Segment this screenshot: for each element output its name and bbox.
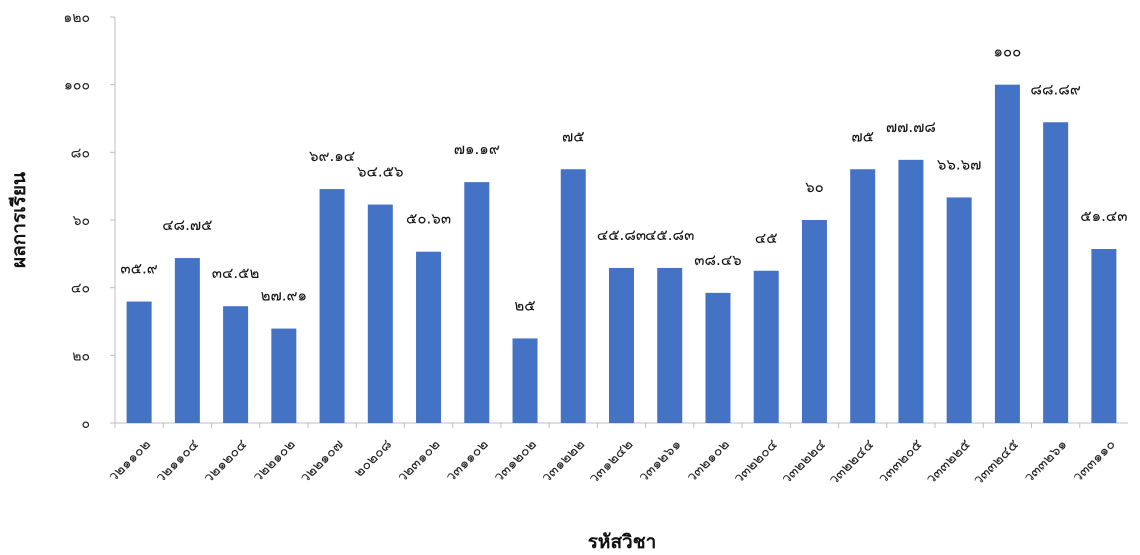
y-tick-label: ๑๐๐ (64, 78, 90, 94)
x-tick-label: ว๓๓๒๔๕ (970, 437, 1022, 489)
bar (898, 159, 924, 423)
data-label: ๖๐ (805, 178, 824, 196)
data-label: ๔๕ (755, 229, 778, 247)
bar (367, 204, 393, 423)
bars (126, 84, 1117, 424)
bar (994, 84, 1020, 424)
data-label: ๓๔.๕๒ (212, 264, 260, 282)
bar (753, 270, 779, 423)
bar (705, 292, 731, 423)
bar (946, 197, 972, 423)
bar (1043, 122, 1069, 424)
x-tick-label: ว๓๑๒๔๒ (586, 437, 636, 487)
x-tick-label: ว๓๑๒๐๒ (491, 437, 540, 486)
x-tick-label: ว๒๓๑๐๒ (394, 437, 443, 486)
bar (319, 189, 345, 423)
data-label: ๒๕ (514, 296, 535, 314)
bar (271, 328, 297, 423)
data-label: ๕๑.๔๓ (1080, 207, 1127, 225)
x-tick-label: ว๓๓๒๒๕ (923, 437, 974, 488)
bar (657, 267, 683, 423)
x-tick-label: ว๓๒๑๐๒ (684, 437, 733, 486)
bar (560, 169, 586, 423)
data-label: ๗๑.๑๙ (454, 140, 500, 158)
data-label: ๘๘.๘๙ (1030, 80, 1080, 98)
y-tick-label: ๘๐ (71, 145, 90, 161)
bar (416, 251, 442, 423)
data-label: ๗๗.๗๘ (886, 118, 936, 136)
data-label: ๓๕.๙ (120, 260, 157, 278)
bar (223, 306, 249, 423)
x-tick-label: ว๓๓๒๖๑ (1021, 437, 1071, 487)
y-tick-label: ๒๐ (72, 348, 90, 364)
x-tick-label: ว๓๒๒๒๔ (779, 437, 830, 488)
data-label: ๔๕.๘๓ (597, 226, 646, 244)
y-tick-label: ๖๐ (73, 213, 90, 229)
bar (464, 182, 490, 423)
y-axis-ticks: ๐ ๒๐ ๔๐ ๖๐ ๘๐ ๑๐๐ ๑๒๐ (63, 10, 115, 432)
x-tick-label: ว๓๑๒๖๑ (636, 437, 685, 486)
bar (850, 169, 876, 423)
data-label: ๖๖.๖๗ (937, 155, 982, 173)
x-tick-label: ว๒๒๑๐๗ (297, 437, 347, 487)
x-tick-label: ว๓๒๒๔๔ (826, 437, 878, 489)
data-label: ๗๕ (851, 127, 874, 145)
x-tick-label: ว๒๑๒๐๔ (201, 437, 251, 487)
x-tick-label: ว๓๒๒๐๔ (731, 437, 781, 487)
bar (174, 258, 200, 423)
data-label: ๑๐๐ (993, 43, 1021, 61)
bar (1091, 248, 1117, 423)
y-tick-label: ๑๒๐ (63, 10, 90, 26)
bar (512, 338, 538, 423)
data-label: ๗๕ (562, 127, 585, 145)
x-tick-label: ว๓๑๒๒๒ (539, 437, 589, 487)
x-tick-label: ว๓๓๒๐๕ (875, 437, 925, 487)
bar (801, 220, 827, 423)
y-tick-label: ๐ (81, 416, 90, 432)
x-tick-label: ว๒๒๑๐๒ (250, 437, 299, 486)
y-tick-label: ๔๐ (71, 281, 90, 297)
y-axis-title: ผลการเรียน (8, 172, 30, 268)
bar (609, 267, 634, 423)
x-axis-title: รหัสวิชา (588, 531, 657, 553)
data-label: ๕๐.๖๓ (406, 210, 451, 228)
data-label: ๔๘.๗๕ (162, 216, 212, 234)
data-label: ๓๘.๔๖ (694, 251, 741, 269)
data-label: ๖๔.๕๖ (357, 163, 404, 181)
data-label: ๖๙.๑๔ (309, 147, 355, 165)
x-tick-label: ว๒๑๑๐๒ (105, 437, 154, 486)
x-tick-label: ว๓๑๑๐๒ (443, 437, 492, 486)
data-label: ๒๗.๙๑ (261, 287, 307, 305)
x-tick-label: ว๒๑๑๐๔ (153, 437, 203, 487)
data-label: ๔๕.๘๓ (645, 226, 694, 244)
x-tick-label: ว๓๓๑๑๐ (1070, 437, 1119, 486)
x-tick-label: ๒๐๒๐๘ (351, 437, 395, 481)
bar (126, 301, 152, 423)
